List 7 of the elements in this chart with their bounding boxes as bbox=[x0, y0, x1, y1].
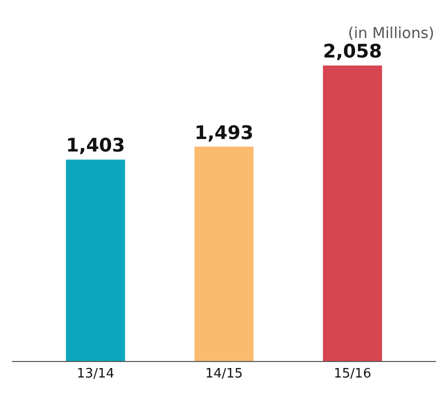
data-label: 2,058 bbox=[322, 42, 382, 63]
text: (in Millions) bbox=[348, 24, 434, 42]
x-tick-label: 13/14 bbox=[76, 366, 114, 382]
x-tick-label: 14/15 bbox=[205, 366, 243, 382]
x-tick-label: 15/16 bbox=[334, 366, 372, 382]
data-label: 1,493 bbox=[194, 122, 254, 144]
data-label: 1,403 bbox=[66, 136, 126, 157]
